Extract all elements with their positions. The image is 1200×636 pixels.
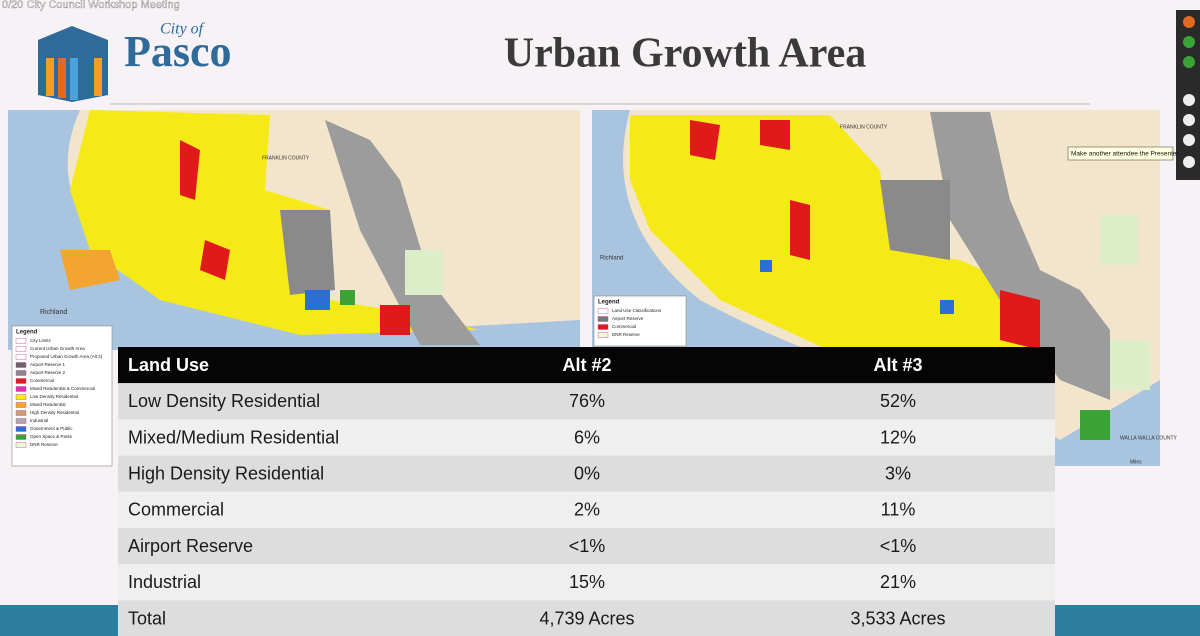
legend-title: Legend bbox=[598, 300, 620, 306]
legend-swatch bbox=[15, 410, 27, 416]
legend-item: Airport Reserve bbox=[612, 316, 644, 321]
table-cell: 15% bbox=[569, 572, 605, 592]
table-cell: 76% bbox=[569, 391, 605, 411]
legend-item: Low Density Residential bbox=[30, 394, 78, 399]
table-cell: <1% bbox=[569, 536, 606, 556]
legend-item: Commercial bbox=[30, 378, 54, 383]
map-label: Richland bbox=[600, 256, 623, 262]
table-header-bg bbox=[118, 347, 1055, 384]
table-cell: Mixed/Medium Residential bbox=[128, 427, 339, 447]
table-cell: 6% bbox=[574, 427, 600, 447]
toolbar-button[interactable] bbox=[1183, 16, 1195, 28]
table-cell: Industrial bbox=[128, 572, 201, 592]
legend-swatch bbox=[15, 378, 27, 384]
table-cell: <1% bbox=[880, 536, 917, 556]
legend-swatch bbox=[15, 346, 27, 352]
tooltip-text: Make another attendee the Presenter bbox=[1071, 151, 1180, 158]
legend-swatch bbox=[597, 308, 609, 314]
logo: City of Pasco bbox=[38, 21, 232, 102]
legend-item: Government & Public bbox=[30, 426, 73, 431]
logo-line2: Pasco bbox=[124, 27, 232, 76]
table-cell: Total bbox=[128, 608, 166, 628]
table-cell: 2% bbox=[574, 500, 600, 520]
slide-title: Urban Growth Area bbox=[504, 31, 866, 77]
table-cell: 4,739 Acres bbox=[539, 608, 634, 628]
legend-swatch bbox=[15, 418, 27, 424]
map-label: WALLA WALLA COUNTY bbox=[1120, 435, 1178, 441]
table-cell: 12% bbox=[880, 427, 916, 447]
column-header: Land Use bbox=[128, 355, 209, 375]
map-label: Miles bbox=[1130, 459, 1142, 465]
map-label: Richland bbox=[40, 309, 67, 316]
legend-swatch bbox=[15, 362, 27, 368]
legend-item: Industrial bbox=[30, 418, 48, 423]
table-row-bg bbox=[118, 491, 1055, 528]
table-cell: 3% bbox=[885, 463, 911, 483]
legend-swatch bbox=[15, 402, 27, 408]
legend-swatch bbox=[597, 316, 609, 322]
toolbar-button[interactable] bbox=[1183, 94, 1195, 106]
map-label: FRANKLIN COUNTY bbox=[262, 155, 310, 161]
table-cell: High Density Residential bbox=[128, 463, 324, 483]
legend-swatch bbox=[15, 394, 27, 400]
toolbar-button[interactable] bbox=[1183, 134, 1195, 146]
bottom-strip bbox=[0, 605, 118, 636]
legend-swatch bbox=[15, 338, 27, 344]
legend-swatch bbox=[597, 332, 609, 338]
table-cell: 0% bbox=[574, 463, 600, 483]
map-label: FRANKLIN COUNTY bbox=[840, 124, 888, 130]
legend-item: Airport Reserve 1 bbox=[30, 362, 66, 367]
table-row-bg bbox=[118, 564, 1055, 601]
legend-item: Mixed Residential & Commercial bbox=[30, 386, 95, 391]
table-cell: 21% bbox=[880, 572, 916, 592]
legend-item: DNR Reserve bbox=[612, 332, 640, 337]
table-row-bg bbox=[118, 528, 1055, 565]
legend-item: Open Space & Parks bbox=[30, 434, 73, 439]
bottom-strip bbox=[1055, 605, 1200, 636]
legend-item: Commercial bbox=[612, 324, 636, 329]
legend-item: City Limits bbox=[30, 338, 52, 343]
table-cell: 3,533 Acres bbox=[850, 608, 945, 628]
table-cell: Low Density Residential bbox=[128, 391, 320, 411]
legend-swatch bbox=[15, 442, 27, 448]
toolbar-button[interactable] bbox=[1183, 156, 1195, 168]
legend-swatch bbox=[15, 434, 27, 440]
legend-item: Proposed Urban Growth Area (Alt 2) bbox=[30, 354, 103, 359]
legend-item: Land Use Classifications bbox=[612, 308, 662, 313]
legend-swatch bbox=[15, 426, 27, 432]
legend-item: Mixed Residential bbox=[30, 402, 66, 407]
column-header: Alt #3 bbox=[873, 355, 922, 375]
legend-title: Legend bbox=[16, 330, 38, 336]
column-header: Alt #2 bbox=[562, 355, 611, 375]
logo-line1: City of bbox=[160, 21, 206, 38]
legend-swatch bbox=[597, 324, 609, 330]
table-row-bg bbox=[118, 419, 1055, 456]
toolbar-button[interactable] bbox=[1183, 114, 1195, 126]
table-cell: 11% bbox=[881, 500, 916, 520]
table-row-bg bbox=[118, 383, 1055, 420]
table-cell: 52% bbox=[880, 391, 916, 411]
table-row-bg bbox=[118, 600, 1055, 636]
legend-swatch bbox=[15, 354, 27, 360]
table-cell: Airport Reserve bbox=[128, 536, 253, 556]
legend-item: DNR Reserve bbox=[30, 442, 58, 447]
meeting-title: 0/20 City Council Workshop Meeting bbox=[2, 0, 180, 11]
legend-item: Airport Reserve 2 bbox=[30, 370, 66, 375]
table-cell: Commercial bbox=[128, 500, 224, 520]
legend-swatch bbox=[15, 370, 27, 376]
map-left: Richland FRANKLIN COUNTY Legend City Limi… bbox=[8, 110, 580, 467]
toolbar-button[interactable] bbox=[1183, 56, 1195, 68]
legend-swatch bbox=[15, 386, 27, 392]
toolbar-button[interactable] bbox=[1183, 36, 1195, 48]
tooltip bbox=[1067, 146, 1174, 161]
land-use-table: Land Use Alt #2 Alt #3 Low Density Resident… bbox=[118, 347, 1055, 636]
legend-item: High Density Residential bbox=[30, 410, 79, 415]
legend-item: Current Urban Growth Area bbox=[30, 346, 85, 351]
table-row-bg bbox=[118, 455, 1055, 492]
